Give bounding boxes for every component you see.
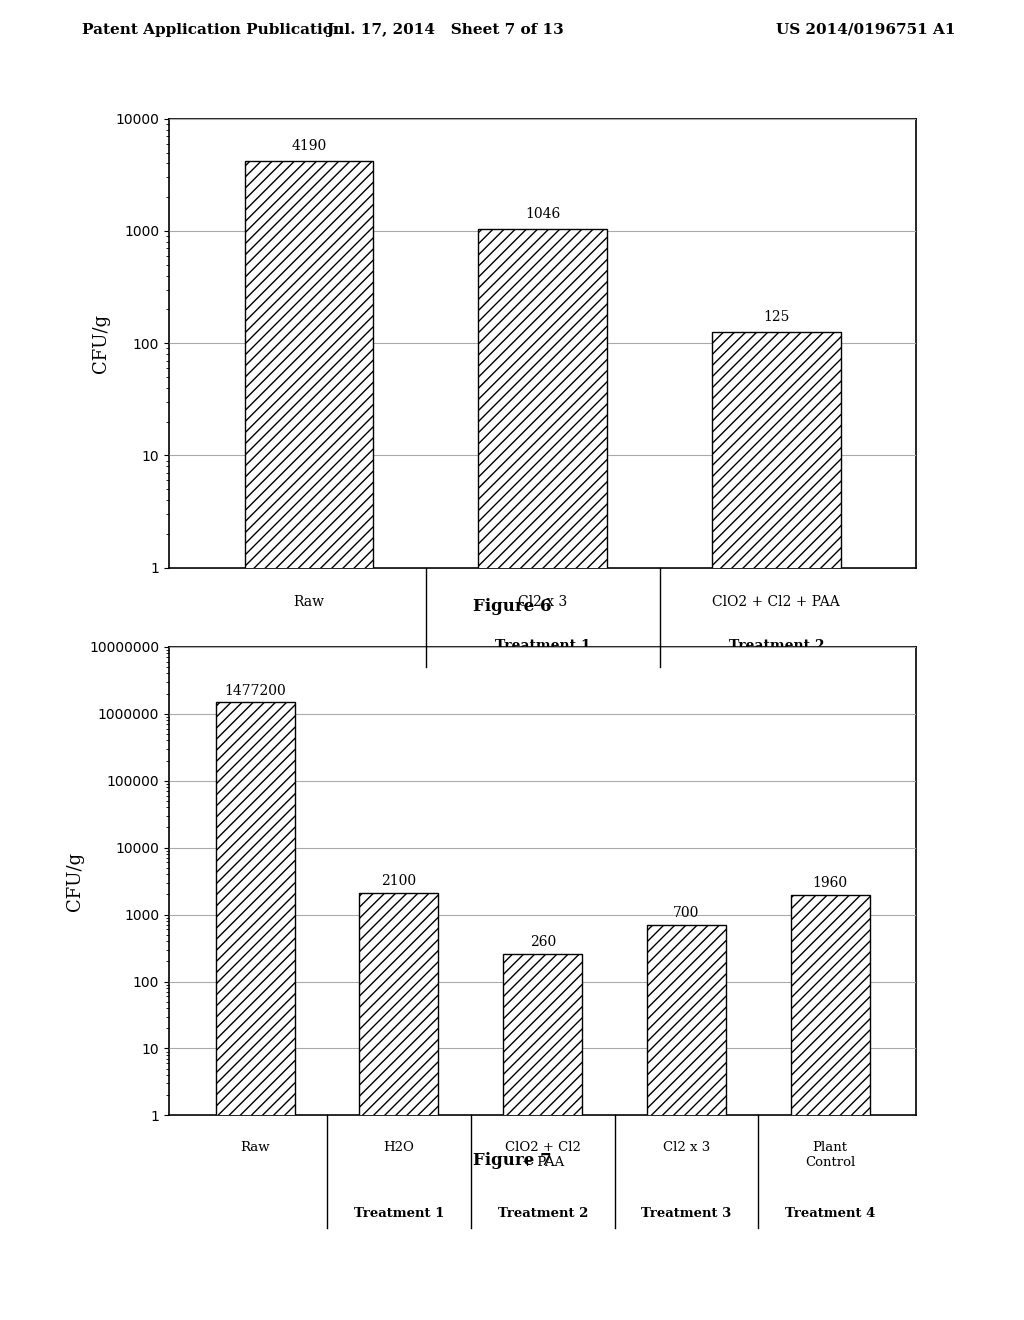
Text: 260: 260 <box>529 935 556 949</box>
Text: Treatment 1: Treatment 1 <box>353 1206 444 1220</box>
Bar <box>216 702 295 1320</box>
Text: 125: 125 <box>763 310 790 325</box>
Text: Patent Application Publication: Patent Application Publication <box>82 22 344 37</box>
Text: Cl2 x 3: Cl2 x 3 <box>518 594 567 609</box>
Y-axis label: CFU/g: CFU/g <box>66 851 84 911</box>
Bar <box>712 333 841 1320</box>
Text: Figure 6: Figure 6 <box>473 598 551 615</box>
Text: Plant
Control: Plant Control <box>805 1142 855 1170</box>
Text: 4190: 4190 <box>292 139 327 153</box>
Text: Raw: Raw <box>294 594 325 609</box>
Text: 2100: 2100 <box>381 874 417 888</box>
Text: Treatment 2: Treatment 2 <box>498 1206 588 1220</box>
Text: 1960: 1960 <box>813 876 848 890</box>
Bar <box>647 925 726 1320</box>
Text: Treatment 1: Treatment 1 <box>495 639 591 653</box>
Text: US 2014/0196751 A1: US 2014/0196751 A1 <box>775 22 955 37</box>
Text: Treatment 4: Treatment 4 <box>785 1206 876 1220</box>
Text: 1477200: 1477200 <box>224 684 286 697</box>
Text: ClO2 + Cl2
+ PAA: ClO2 + Cl2 + PAA <box>505 1142 581 1170</box>
Text: H2O: H2O <box>384 1142 415 1154</box>
Bar <box>245 161 374 1320</box>
Bar <box>478 228 607 1320</box>
Text: Raw: Raw <box>241 1142 270 1154</box>
Text: Cl2 x 3: Cl2 x 3 <box>663 1142 710 1154</box>
Text: Jul. 17, 2014   Sheet 7 of 13: Jul. 17, 2014 Sheet 7 of 13 <box>327 22 564 37</box>
Bar <box>359 894 438 1320</box>
Bar <box>791 895 869 1320</box>
Text: ClO2 + Cl2 + PAA: ClO2 + Cl2 + PAA <box>713 594 841 609</box>
Text: Figure 7: Figure 7 <box>473 1152 551 1170</box>
Text: Treatment 2: Treatment 2 <box>728 639 824 653</box>
Bar <box>503 954 583 1320</box>
Text: 1046: 1046 <box>525 207 560 220</box>
Text: 700: 700 <box>674 906 699 920</box>
Y-axis label: CFU/g: CFU/g <box>92 314 110 372</box>
Text: Treatment 3: Treatment 3 <box>641 1206 731 1220</box>
